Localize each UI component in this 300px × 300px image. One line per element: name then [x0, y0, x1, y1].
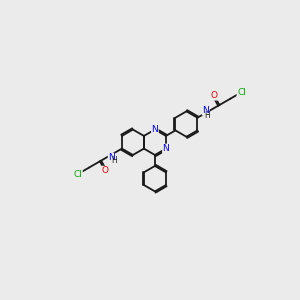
Text: N: N	[152, 125, 158, 134]
Text: Cl: Cl	[237, 88, 246, 97]
Text: O: O	[211, 91, 218, 100]
Text: Cl: Cl	[74, 169, 82, 178]
Text: N: N	[163, 144, 169, 153]
Text: H: H	[111, 155, 117, 164]
Text: O: O	[102, 166, 109, 175]
Text: N: N	[108, 153, 115, 162]
Text: N: N	[202, 106, 209, 115]
Text: H: H	[205, 111, 210, 120]
